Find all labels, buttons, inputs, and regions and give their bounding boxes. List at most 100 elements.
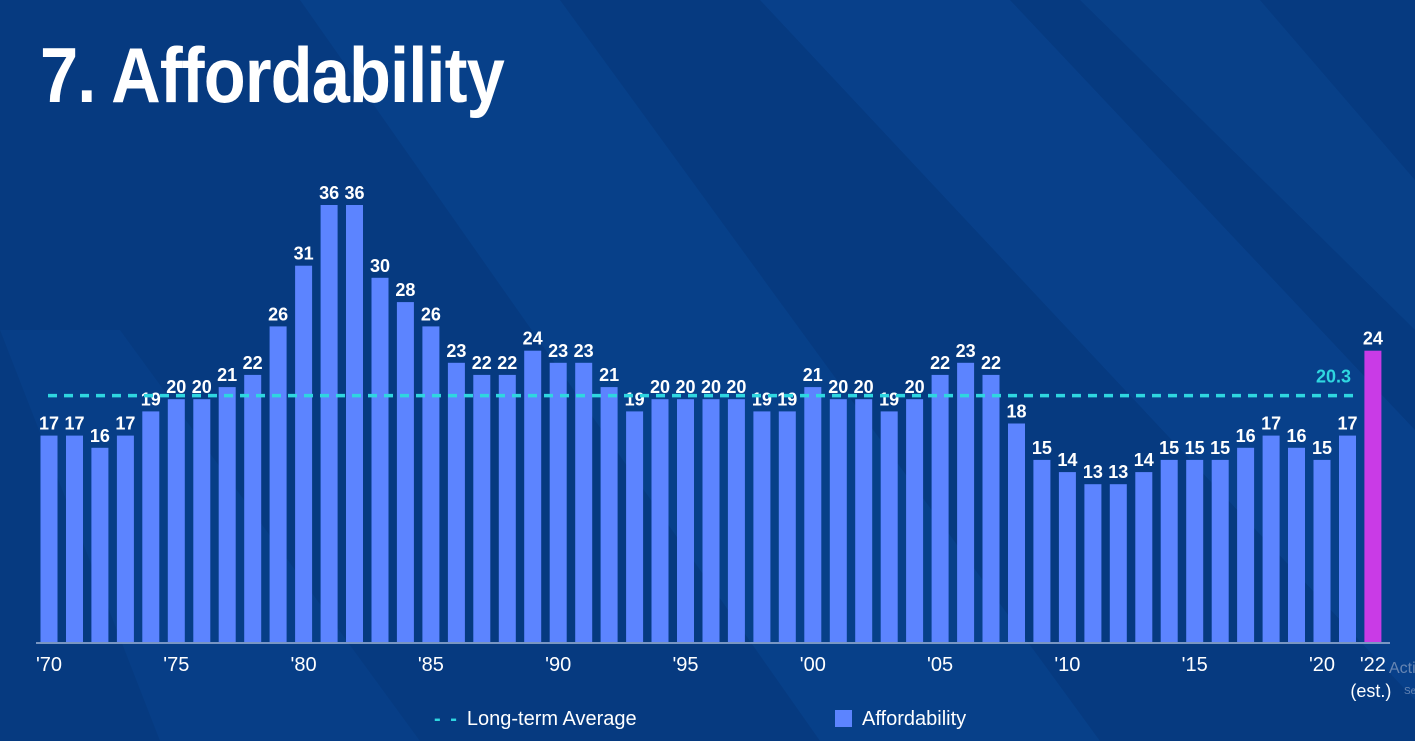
value-label-1986: 23 (446, 341, 466, 361)
bar-1998 (753, 411, 771, 642)
x-tick-label-90: '90 (545, 654, 571, 676)
bar-1974 (142, 411, 160, 642)
value-label-1995: 20 (675, 377, 695, 397)
value-label-1985: 26 (421, 304, 441, 324)
value-label-2011: 13 (1083, 462, 1103, 482)
x-tick-label-80: '80 (291, 654, 317, 676)
value-label-2002: 20 (854, 377, 874, 397)
x-tick-label-70: '70 (36, 654, 62, 676)
bar-1986 (447, 362, 465, 642)
bar-2021 (1339, 435, 1356, 642)
bar-1991 (575, 362, 593, 642)
bar-1995 (677, 399, 694, 642)
value-label-1970: 17 (39, 414, 59, 434)
legend-item-affordability: Affordability (835, 708, 966, 731)
bar-2003 (880, 411, 898, 642)
square-swatch-icon (835, 710, 852, 727)
bar-2010 (1058, 472, 1076, 642)
bar-2013 (1135, 472, 1153, 642)
bar-2012 (1109, 484, 1127, 642)
value-label-1973: 17 (115, 414, 135, 434)
value-label-1975: 20 (166, 377, 186, 397)
bar-2004 (906, 399, 924, 642)
bar-1975 (167, 399, 185, 642)
x-tick-label-15: '15 (1182, 654, 1208, 676)
value-label-1982: 36 (344, 183, 364, 203)
x-tick-label-22: '22 (1360, 654, 1386, 676)
bar-2000 (804, 387, 822, 642)
value-label-2017: 16 (1236, 426, 1256, 446)
value-label-2009: 15 (1032, 438, 1052, 458)
value-label-2022: 24 (1363, 329, 1383, 349)
value-label-1971: 17 (64, 414, 84, 434)
value-label-1993: 19 (625, 389, 645, 409)
x-tick-label-95: '95 (672, 654, 698, 676)
x-tick-label-10: '10 (1054, 654, 1080, 676)
bar-2016 (1211, 459, 1229, 642)
bar-1999 (778, 411, 796, 642)
bar-1990 (549, 362, 567, 642)
dashed-line-icon: - - (434, 708, 459, 730)
value-label-2014: 15 (1159, 438, 1179, 458)
bar-2019 (1288, 447, 1305, 642)
value-label-1979: 26 (268, 304, 288, 324)
page-title: 7. Affordability (40, 31, 505, 119)
x-tick-label-20: '20 (1309, 654, 1335, 676)
bar-1970 (40, 435, 58, 642)
value-label-1983: 30 (370, 256, 390, 276)
value-label-2016: 15 (1210, 438, 1230, 458)
bar-1985 (422, 326, 440, 642)
value-label-2003: 19 (879, 389, 899, 409)
value-label-2005: 22 (930, 353, 950, 373)
bar-2005 (931, 374, 949, 642)
value-label-2000: 21 (803, 365, 823, 385)
value-label-2013: 14 (1134, 450, 1154, 470)
bar-1996 (702, 399, 720, 642)
activation-watermark: Activa (1389, 660, 1415, 677)
bar-2009 (1033, 459, 1051, 642)
x-tick-sublabel-est: (est.) (1350, 681, 1391, 701)
value-label-2008: 18 (1006, 402, 1026, 422)
value-label-1997: 20 (726, 377, 746, 397)
value-label-2019: 16 (1286, 426, 1306, 446)
x-tick-label-00: '00 (800, 654, 826, 676)
value-label-1978: 22 (243, 353, 263, 373)
bar-1972 (91, 447, 109, 642)
value-label-2018: 17 (1261, 414, 1281, 434)
value-label-1999: 19 (777, 389, 797, 409)
bar-1997 (727, 399, 745, 642)
bar-2011 (1084, 484, 1102, 642)
value-label-1991: 23 (574, 341, 594, 361)
legend-item-average: - - Long-term Average (434, 708, 637, 731)
legend-affordability-label: Affordability (862, 708, 967, 730)
activation-watermark-sub: Se (1404, 686, 1415, 697)
value-label-2004: 20 (905, 377, 925, 397)
x-tick-label-75: '75 (163, 654, 189, 676)
legend-average-label: Long-term Average (466, 708, 637, 730)
value-label-2001: 20 (828, 377, 848, 397)
value-label-1987: 22 (472, 353, 492, 373)
bar-1987 (473, 374, 491, 642)
value-label-2010: 14 (1057, 450, 1077, 470)
value-label-1998: 19 (752, 389, 772, 409)
value-label-2007: 22 (981, 353, 1001, 373)
bar-1988 (498, 374, 516, 642)
value-label-1972: 16 (90, 426, 110, 446)
value-label-2015: 15 (1185, 438, 1205, 458)
average-value-label: 20.3 (1316, 367, 1351, 387)
value-label-1990: 23 (548, 341, 568, 361)
value-label-1980: 31 (294, 244, 314, 264)
bar-2017 (1237, 447, 1255, 642)
bar-1992 (600, 387, 618, 642)
bar-1976 (193, 399, 211, 642)
value-label-2006: 23 (956, 341, 976, 361)
x-tick-label-05: '05 (927, 654, 953, 676)
bar-1979 (269, 326, 287, 642)
bar-1981 (320, 205, 338, 642)
value-label-1984: 28 (395, 280, 415, 300)
bar-2007 (982, 374, 1000, 642)
bar-2006 (957, 362, 975, 642)
value-label-2021: 17 (1337, 414, 1357, 434)
bar-2001 (829, 399, 847, 642)
